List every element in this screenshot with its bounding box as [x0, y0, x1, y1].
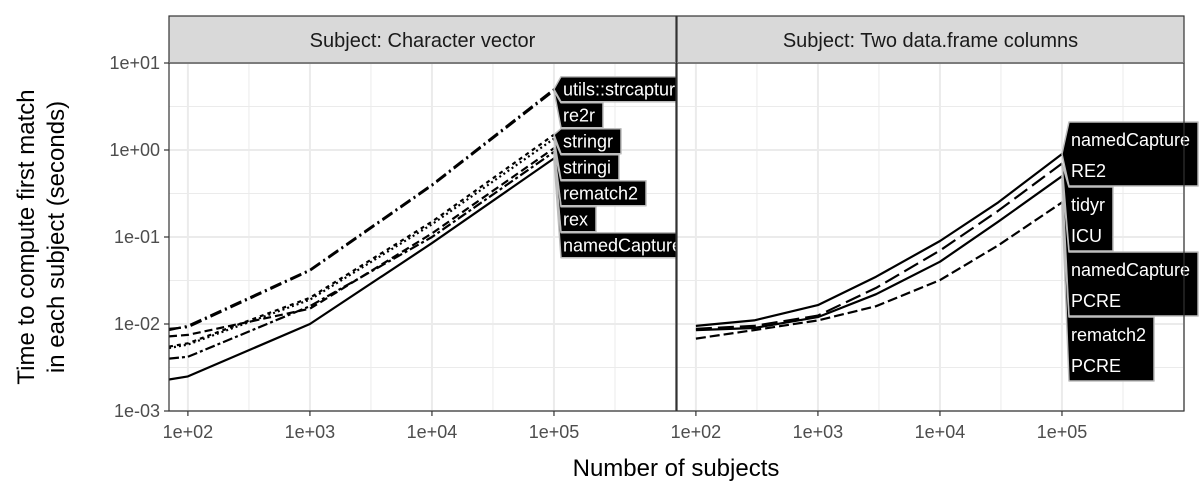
x-tick-label: 1e+02	[163, 422, 214, 442]
direct-labels: namedCaptureRE2tidyrICUnamedCapturePCREr…	[1061, 121, 1199, 382]
y-axis-title-line-1: Time to compute first match	[13, 89, 40, 384]
direct-label-text: RE2	[1071, 161, 1106, 181]
series-line	[168, 147, 555, 338]
direct-label-text: rex	[563, 210, 588, 230]
x-axis-ticks: 1e+02 1e+03 1e+04 1e+05	[671, 411, 1088, 442]
series-line	[168, 89, 555, 330]
x-tick-label: 1e+04	[915, 422, 966, 442]
y-tick-label: 1e-02	[114, 314, 160, 334]
direct-label: rematch2 PCRE	[1061, 201, 1155, 382]
series-line	[168, 157, 555, 381]
x-tick-label: 1e+02	[671, 422, 722, 442]
strip-background	[676, 15, 1185, 64]
direct-labels: utils::strcapturere2rstringrstringiremat…	[553, 75, 694, 259]
x-tick-label: 1e+03	[285, 422, 336, 442]
x-tick-label: 1e+03	[793, 422, 844, 442]
panel-character-vector: Subject: Character vector utils::strcapt…	[109, 15, 694, 442]
x-tick-label: 1e+05	[1037, 422, 1088, 442]
direct-label: namedCapture RE2	[1061, 121, 1199, 187]
direct-label-text: PCRE	[1071, 291, 1121, 311]
strip-label: Subject: Character vector	[310, 30, 536, 52]
y-axis-ticks: 1e-03 1e-02 1e-01 1e+00 1e+01	[109, 53, 169, 421]
direct-label: utils::strcapture	[553, 75, 694, 103]
direct-label-text: ICU	[1071, 226, 1102, 246]
direct-label-box	[1061, 201, 1155, 382]
y-tick-label: 1e+00	[109, 140, 160, 160]
series-layer	[695, 153, 1063, 340]
y-tick-label: 1e-01	[114, 227, 160, 247]
direct-label: namedCapture PCRE	[1061, 175, 1199, 317]
series-line	[695, 175, 1063, 332]
x-tick-label: 1e+04	[407, 422, 458, 442]
direct-label-text: PCRE	[1071, 356, 1121, 376]
direct-label-text: rematch2	[1071, 325, 1146, 345]
y-tick-label: 1e+01	[109, 53, 160, 73]
y-axis-title: Time to compute first match in each subj…	[13, 89, 70, 384]
direct-label-text: rematch2	[563, 184, 638, 204]
direct-label-text: utils::strcapture	[563, 80, 685, 100]
series-layer	[168, 88, 555, 381]
y-tick-label: 1e-03	[114, 401, 160, 421]
x-axis-ticks: 1e+02 1e+03 1e+04 1e+05	[163, 411, 580, 442]
strip-label: Subject: Two data.frame columns	[783, 30, 1078, 52]
direct-label-text: tidyr	[1071, 195, 1105, 215]
direct-label-text: namedCapture	[1071, 130, 1190, 150]
x-axis-title: Number of subjects	[573, 455, 780, 482]
series-line	[695, 153, 1063, 327]
y-axis-title-line-2: in each subject (seconds)	[43, 101, 70, 373]
series-line	[695, 162, 1063, 330]
direct-label-text: namedCapture	[563, 236, 682, 256]
direct-label: stringr	[553, 127, 622, 155]
strip-background	[168, 15, 677, 64]
direct-label-text: re2r	[563, 106, 595, 126]
direct-label-text: stringr	[563, 132, 613, 152]
direct-label: re2r	[553, 89, 604, 129]
direct-label: tidyr ICU	[1061, 162, 1114, 252]
direct-label-box	[553, 89, 604, 129]
series-line	[695, 201, 1063, 340]
x-tick-label: 1e+05	[529, 422, 580, 442]
panel-border	[676, 62, 1185, 412]
direct-label-text: namedCapture	[1071, 260, 1190, 280]
panel-two-data-frame-columns: Subject: Two data.frame columns namedCap…	[671, 15, 1199, 442]
direct-label-text: stringi	[563, 158, 611, 178]
